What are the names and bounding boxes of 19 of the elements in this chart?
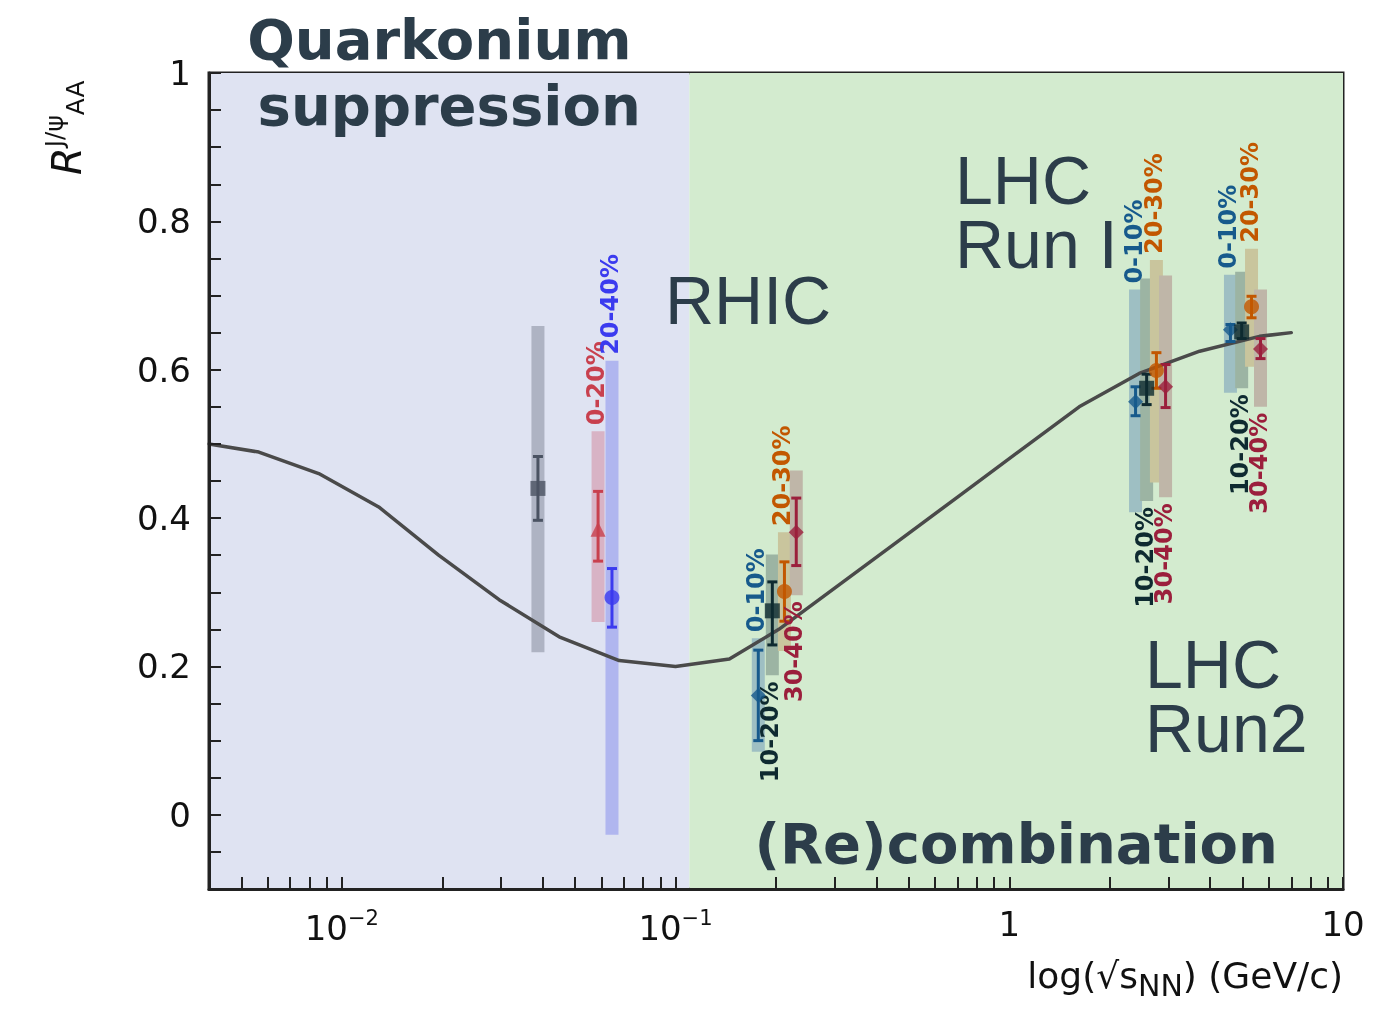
y-axis-title: RJ/ψAA (40, 80, 90, 175)
x-axis-title: log(√s$_{NN}$) (GeV/c) (1027, 955, 1343, 1004)
y-tick-label: 0.4 (136, 498, 191, 539)
bar (531, 325, 545, 653)
annotation: LHC Run2 (1145, 626, 1308, 766)
text: 20-30% (768, 425, 797, 527)
y-tick-label: 0.2 (136, 646, 191, 687)
band-label: (Re)combination (754, 810, 1278, 876)
y-tick-label: 0.8 (136, 201, 191, 242)
text: 0-10% (742, 548, 771, 633)
annotation: LHC Run I (955, 142, 1118, 282)
y-tick-label: 0 (169, 794, 191, 835)
bar (605, 360, 619, 835)
y-tick-label: 1 (169, 53, 191, 93)
annotation: RHIC (665, 262, 832, 338)
x-tick-label: 1 (998, 904, 1021, 944)
y-tick-label: 0.6 (136, 349, 191, 390)
band-label: Quarkonium suppression (247, 6, 652, 138)
x-tick-label: 10 (1321, 904, 1365, 944)
